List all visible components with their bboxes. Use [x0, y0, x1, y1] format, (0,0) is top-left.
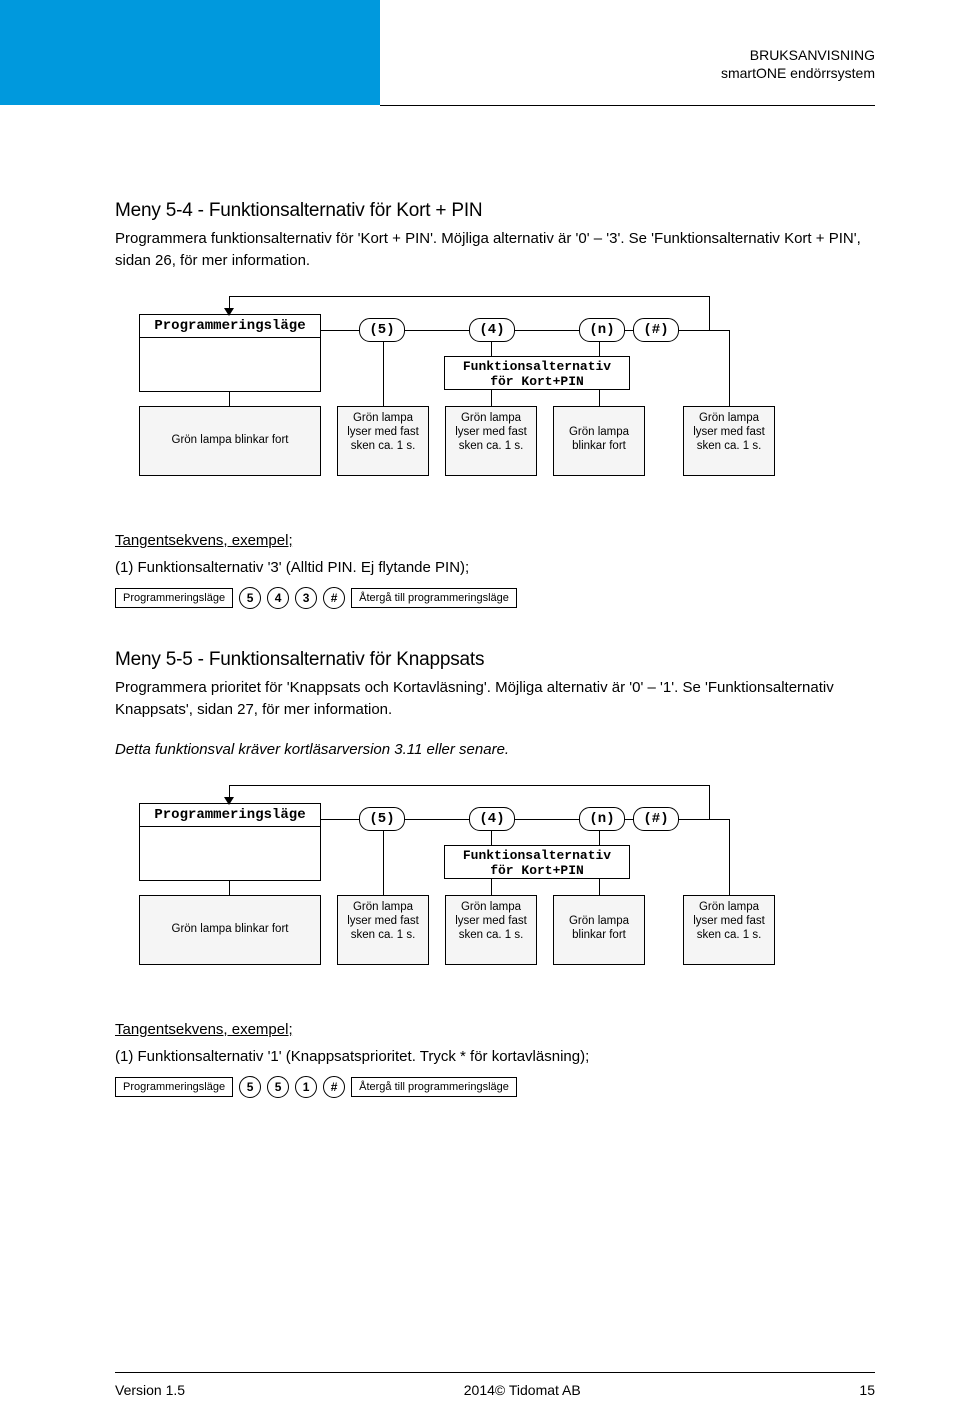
v-line-2b — [491, 390, 492, 406]
seq2-key-0: 5 — [239, 1076, 261, 1098]
key-4-pill: (4) — [469, 318, 515, 342]
seq-key-0: 5 — [239, 587, 261, 609]
page: BRUKSANVISNING smartONE endörrsystem Men… — [0, 0, 960, 1428]
v-line-2ab — [491, 831, 492, 845]
section2-diagram: Programmeringsläge (5) (4) (n) (#) Funkt… — [139, 779, 799, 989]
key-n-pill-2: (n) — [579, 807, 625, 831]
section1-diagram: Programmeringsläge (5) (4) (n) (#) — [139, 290, 799, 500]
key-5-pill: (5) — [359, 318, 405, 342]
seq2-key-1: 5 — [267, 1076, 289, 1098]
bottom-box-0-2: Grön lampa blinkar fort — [139, 895, 321, 965]
v-prog-to-b0 — [229, 392, 230, 406]
section-5-4: Meny 5-4 - Funktionsalternativ för Kort … — [115, 200, 875, 609]
section1-paragraph: Programmera funktionsalternativ för 'Kor… — [115, 228, 875, 272]
seq-pre-label: Programmeringsläge — [115, 588, 233, 608]
loop-top — [229, 296, 709, 297]
footer: Version 1.5 2014© Tidomat AB 15 — [115, 1382, 875, 1398]
seq-pre-label-2: Programmeringsläge — [115, 1077, 233, 1097]
bottom-box-2: Grön lampa lyser med fast sken ca. 1 s. — [445, 406, 537, 476]
header-blue-block — [0, 0, 380, 105]
key-n-pill: (n) — [579, 318, 625, 342]
key-hash-pill: (#) — [633, 318, 679, 342]
bottom-box-1-2: Grön lampa lyser med fast sken ca. 1 s. — [337, 895, 429, 965]
bottom-box-3-2: Grön lampa blinkar fort — [553, 895, 645, 965]
v-line-4b — [729, 819, 730, 895]
seq-post-label-2: Återgå till programmeringsläge — [351, 1077, 517, 1097]
section1-heading: Meny 5-4 - Funktionsalternativ för Kort … — [115, 200, 875, 222]
key-5-pill-2: (5) — [359, 807, 405, 831]
seq-key-2: 3 — [295, 587, 317, 609]
prog-mode-label-2: Programmeringsläge — [140, 804, 320, 826]
bottom-box-4-2: Grön lampa lyser med fast sken ca. 1 s. — [683, 895, 775, 965]
mid-label-box-2: Funktionsalternativ för Kort+PIN — [444, 845, 630, 879]
loop-right-v-2 — [709, 785, 710, 819]
section-5-5: Meny 5-5 - Funktionsalternativ för Knapp… — [115, 649, 875, 1098]
mid-label-line1: Funktionsalternativ — [445, 359, 629, 374]
v-prog-to-b0-2 — [229, 881, 230, 895]
v-line-3b — [599, 390, 600, 406]
bottom-box-3: Grön lampa blinkar fort — [553, 406, 645, 476]
pill-ext — [679, 330, 729, 331]
loop-top-2 — [229, 785, 709, 786]
footer-right: 15 — [859, 1382, 875, 1398]
section2-tangent-heading: Tangentsekvens, exempel; — [115, 1021, 293, 1038]
loop-right-v — [709, 296, 710, 330]
prog-mode-box-2: Programmeringsläge — [139, 803, 321, 881]
content: Meny 5-4 - Funktionsalternativ för Kort … — [115, 200, 875, 1098]
header-line1: BRUKSANVISNING — [721, 46, 875, 64]
section1-tangent-heading: Tangentsekvens, exempel; — [115, 532, 293, 549]
bottom-box-4: Grön lampa lyser med fast sken ca. 1 s. — [683, 406, 775, 476]
bottom-box-0: Grön lampa blinkar fort — [139, 406, 321, 476]
v-line-3bb — [599, 879, 600, 895]
seq-key-1: 4 — [267, 587, 289, 609]
v-line-4 — [729, 330, 730, 406]
bottom-box-2-2: Grön lampa lyser med fast sken ca. 1 s. — [445, 895, 537, 965]
header-text: BRUKSANVISNING smartONE endörrsystem — [721, 46, 875, 82]
bottom-box-1: Grön lampa lyser med fast sken ca. 1 s. — [337, 406, 429, 476]
section2-italic-note: Detta funktionsval kräver kortläsarversi… — [115, 739, 875, 761]
v-line-3a — [599, 342, 600, 356]
mid-label-line2-2: för Kort+PIN — [445, 863, 629, 878]
header-line2: smartONE endörrsystem — [721, 64, 875, 82]
v-line-1b — [383, 831, 384, 895]
mid-label-line1-2: Funktionsalternativ — [445, 848, 629, 863]
v-line-3ab — [599, 831, 600, 845]
footer-rule — [115, 1372, 875, 1373]
mid-label-box: Funktionsalternativ för Kort+PIN — [444, 356, 630, 390]
prog-mode-label: Programmeringsläge — [140, 315, 320, 337]
footer-left: Version 1.5 — [115, 1382, 185, 1398]
key-hash-pill-2: (#) — [633, 807, 679, 831]
mid-label-line2: för Kort+PIN — [445, 374, 629, 389]
header-rule — [380, 105, 875, 106]
section2-paragraph: Programmera prioritet för 'Knappsats och… — [115, 677, 875, 721]
prog-box-divider-2 — [140, 826, 320, 827]
v-line-2a — [491, 342, 492, 356]
seq2-key-2: 1 — [295, 1076, 317, 1098]
section2-heading: Meny 5-5 - Funktionsalternativ för Knapp… — [115, 649, 875, 671]
key-4-pill-2: (4) — [469, 807, 515, 831]
prog-mode-box: Programmeringsläge — [139, 314, 321, 392]
v-line-2bb — [491, 879, 492, 895]
section1-sequence-row: Programmeringsläge 5 4 3 # Återgå till p… — [115, 587, 875, 609]
seq-key-3: # — [323, 587, 345, 609]
section1-example-text: (1) Funktionsalternativ '3' (Alltid PIN.… — [115, 557, 875, 579]
prog-box-divider — [140, 337, 320, 338]
section2-sequence-row: Programmeringsläge 5 5 1 # Återgå till p… — [115, 1076, 875, 1098]
footer-center: 2014© Tidomat AB — [464, 1382, 581, 1398]
seq-post-label: Återgå till programmeringsläge — [351, 588, 517, 608]
seq2-key-3: # — [323, 1076, 345, 1098]
pill-ext-2 — [679, 819, 729, 820]
section2-example-text: (1) Funktionsalternativ '1' (Knappsatspr… — [115, 1046, 875, 1068]
v-line-1 — [383, 342, 384, 406]
